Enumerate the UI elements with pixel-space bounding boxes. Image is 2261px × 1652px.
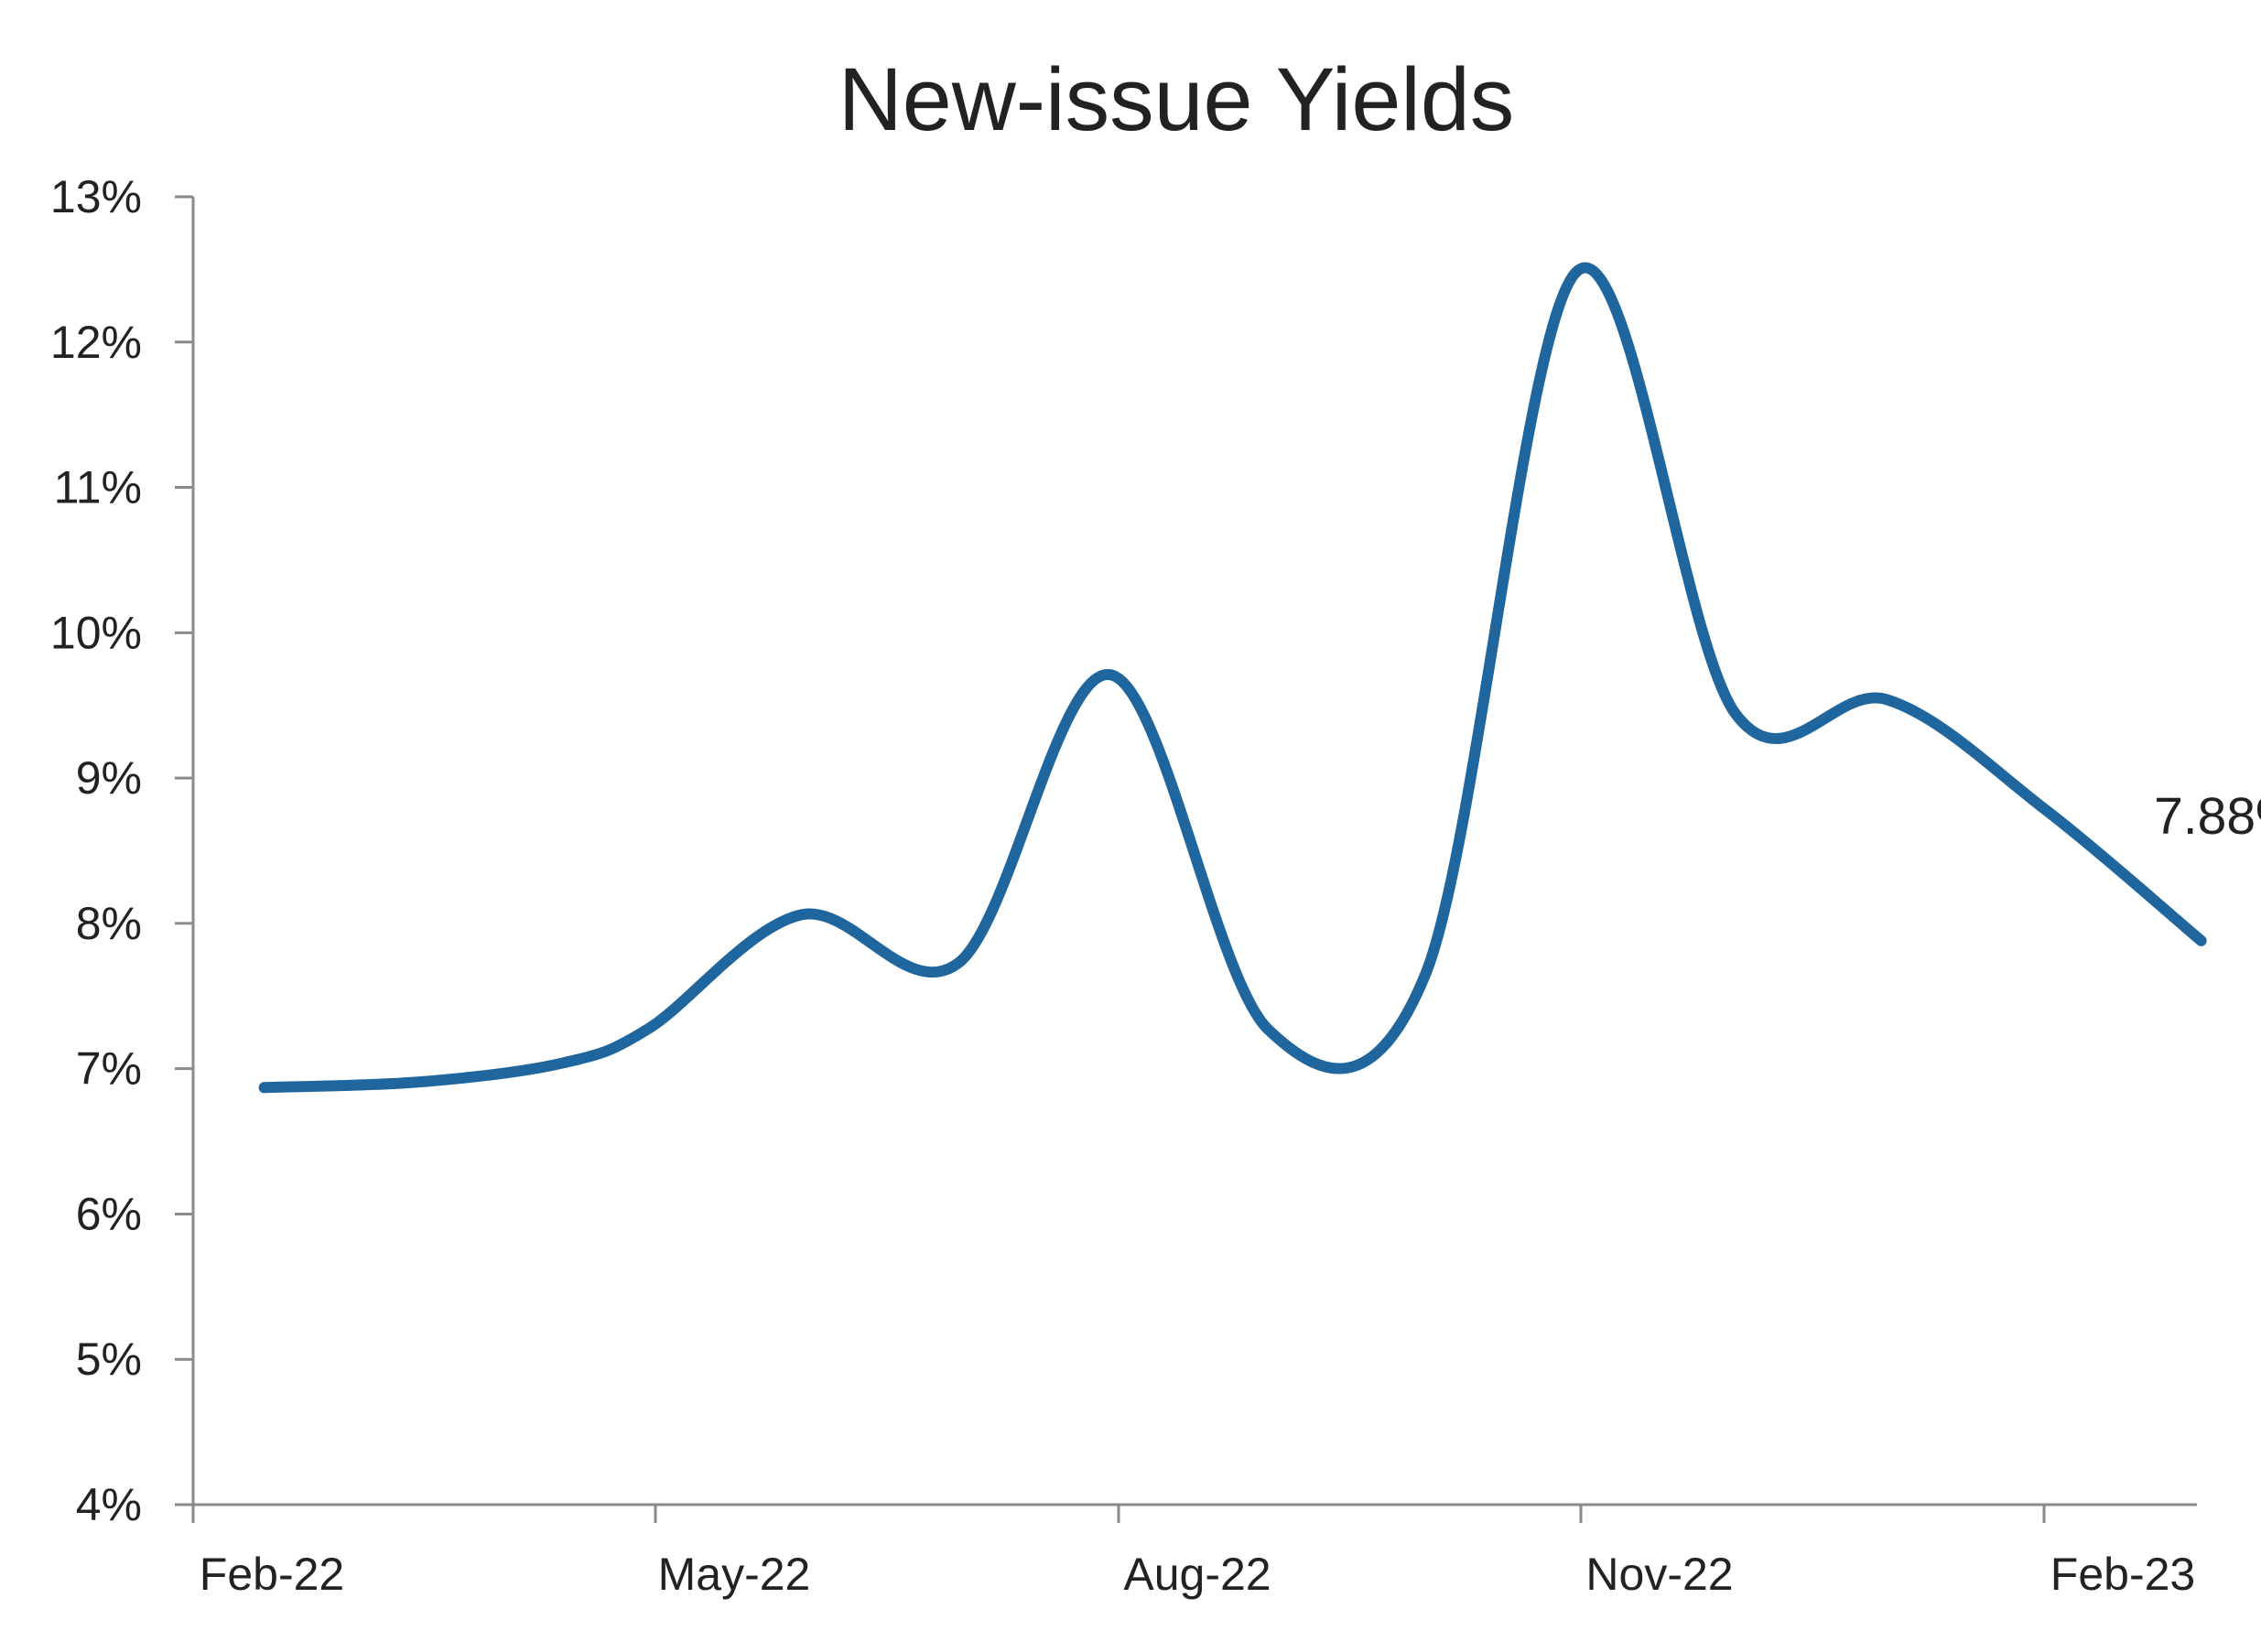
series-group bbox=[258, 262, 2207, 1094]
y-tick-label: 5% bbox=[76, 1333, 142, 1385]
yield-series-line bbox=[258, 262, 2207, 1094]
x-tick-label: Aug-22 bbox=[1123, 1549, 1271, 1600]
y-tick-label: 9% bbox=[76, 752, 142, 804]
x-axis: Feb-22 May-22 Aug-22 Nov-22 Feb-23 bbox=[191, 1503, 2197, 1600]
y-tick-label: 12% bbox=[50, 317, 142, 368]
x-tick-label: Nov-22 bbox=[1585, 1549, 1733, 1600]
y-tick-label: 8% bbox=[76, 898, 142, 949]
end-value-label: 7.88% bbox=[2154, 787, 2261, 846]
y-tick-label: 6% bbox=[76, 1188, 142, 1239]
y-tick-label: 11% bbox=[54, 462, 142, 513]
y-tick-label: 10% bbox=[50, 607, 142, 658]
x-tick-label: May-22 bbox=[658, 1549, 811, 1600]
annotation-group: 7.88% bbox=[2154, 787, 2261, 846]
y-tick-label: 4% bbox=[76, 1479, 142, 1530]
chart-title: New-issue Yields bbox=[838, 49, 1515, 149]
y-axis: 4% 5% 6% 7% 8% 9% 10% 11% 12% 13% bbox=[50, 171, 195, 1530]
x-tick-label: Feb-23 bbox=[2050, 1549, 2195, 1600]
y-tick-label: 13% bbox=[50, 171, 142, 222]
y-tick-label: 7% bbox=[76, 1043, 142, 1095]
x-tick-label: Feb-22 bbox=[200, 1549, 344, 1600]
